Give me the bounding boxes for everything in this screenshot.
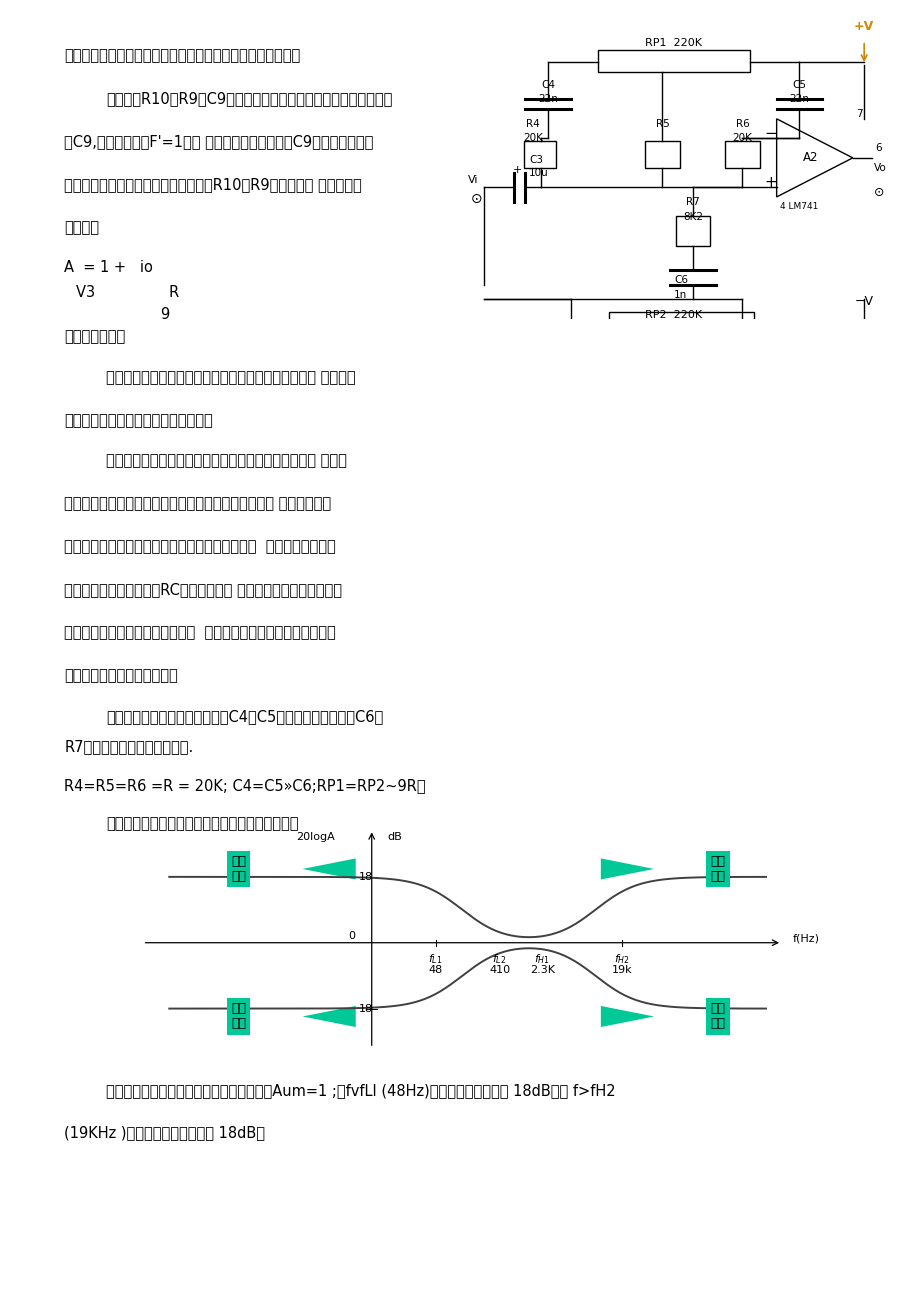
- Text: 18: 18: [358, 872, 372, 881]
- Text: 变，从而达到对音调的控制。: 变，从而达到对音调的控制。: [64, 668, 178, 684]
- Text: $f_{L2}$: $f_{L2}$: [492, 952, 506, 966]
- Text: 低音
提升: 低音 提升: [231, 855, 245, 883]
- Text: 19k: 19k: [611, 965, 631, 975]
- Text: RP1  220K: RP1 220K: [645, 38, 701, 48]
- Text: 低音
降低: 低音 降低: [231, 1003, 245, 1030]
- Text: 6: 6: [875, 143, 881, 154]
- Text: 电路两类。衰减式音调控制电路的调节范围宽，但容易 产生失真；反: 电路两类。衰减式音调控制电路的调节范围宽，但容易 产生失真；反: [64, 496, 331, 512]
- Text: C4: C4: [540, 79, 555, 90]
- Text: C5: C5: [791, 79, 806, 90]
- Text: (19KHz )时高音控制范围也为士 18dB。: (19KHz )时高音控制范围也为士 18dB。: [64, 1125, 265, 1141]
- Text: 反馈型音调控制电路如图所示。C4、C5在高频区视为短路；C6、: 反馈型音调控制电路如图所示。C4、C5在高频区视为短路；C6、: [106, 710, 382, 725]
- Text: 22n: 22n: [538, 95, 558, 104]
- Text: 补扬声器等因素造成的频率响应不足。: 补扬声器等因素造成的频率响应不足。: [64, 413, 213, 428]
- Text: $f_{L1}$: $f_{L1}$: [428, 952, 442, 966]
- Text: A2: A2: [802, 151, 818, 164]
- Text: ⊙: ⊙: [470, 193, 482, 207]
- Text: Vo: Vo: [873, 163, 886, 173]
- Text: R5: R5: [655, 118, 669, 129]
- Text: 0: 0: [348, 931, 356, 941]
- Text: Vi: Vi: [468, 174, 479, 185]
- Text: 22n: 22n: [789, 95, 809, 104]
- Text: −: −: [764, 126, 777, 141]
- Text: dB: dB: [387, 832, 402, 842]
- Text: 48: 48: [428, 965, 442, 975]
- Text: C6: C6: [673, 275, 687, 285]
- Text: 负反馈网络和输入网络造成放大器  闭环放大倍数随信号频率不同而改: 负反馈网络和输入网络造成放大器 闭环放大倍数随信号频率不同而改: [64, 625, 335, 641]
- Polygon shape: [600, 1006, 653, 1027]
- Bar: [597, 51, 749, 73]
- Text: 馈式音调控制电路的调节范围小一些，但失真小，  应用较广。实验电: 馈式音调控制电路的调节范围小一些，但失真小， 应用较广。实验电: [64, 539, 335, 555]
- Text: 入C9,直流反馈系数F'=1。对 于交流信号而言，因为C9足够大，在通频: 入C9,直流反馈系数F'=1。对 于交流信号而言，因为C9足够大，在通频: [64, 134, 373, 150]
- Text: 10u: 10u: [528, 168, 549, 177]
- Text: 由图可见，音调控制级的中频电压放大倍数Aum=1 ;当fvfLI (48Hz)时低音控制范围为士 18dB，当 f>fH2: 由图可见，音调控制级的中频电压放大倍数Aum=1 ;当fvfLI (48Hz)时…: [106, 1083, 615, 1099]
- Bar: [675, 216, 709, 246]
- Bar: [523, 141, 555, 168]
- Bar: [608, 311, 753, 333]
- Text: 压增益为: 压增益为: [64, 220, 99, 236]
- Text: A  = 1 +   io: A = 1 + io: [64, 260, 153, 276]
- Text: +V: +V: [853, 21, 873, 34]
- Bar: [724, 141, 759, 168]
- Bar: [644, 141, 679, 168]
- Text: R4: R4: [526, 118, 539, 129]
- Text: −V: −V: [854, 296, 873, 309]
- Text: R6: R6: [734, 118, 748, 129]
- Text: 20K: 20K: [732, 133, 752, 143]
- Text: RP2  220K: RP2 220K: [644, 310, 702, 320]
- Text: +: +: [513, 165, 522, 174]
- Polygon shape: [776, 118, 852, 197]
- Polygon shape: [302, 858, 356, 879]
- Text: C3: C3: [528, 155, 543, 165]
- Text: 图中通过R10、R9、C9引入了深度交直流电压串联负反馈。由于接: 图中通过R10、R9、C9引入了深度交直流电压串联负反馈。由于接: [106, 91, 391, 107]
- Text: 高音
衰减: 高音 衰减: [709, 1003, 725, 1030]
- Text: 410: 410: [489, 965, 510, 975]
- Text: $f_{H1}$: $f_{H1}$: [534, 952, 550, 966]
- Polygon shape: [302, 1006, 356, 1027]
- Text: 7: 7: [856, 109, 862, 118]
- Text: 9: 9: [160, 307, 169, 323]
- Text: 高音
提升: 高音 提升: [709, 855, 725, 883]
- Text: 2.3K: 2.3K: [529, 965, 554, 975]
- Text: 音调控制放大器的作用是实现对低音和高音的提升和衰 减，以弥: 音调控制放大器的作用是实现对低音和高音的提升和衰 减，以弥: [106, 370, 355, 385]
- Text: 20logA: 20logA: [295, 832, 335, 842]
- Text: R7: R7: [686, 197, 699, 207]
- Text: 扬声器的电感性负载补偿接近纯电阻性，避免自激和过电压。: 扬声器的电感性负载补偿接近纯电阻性，避免自激和过电压。: [64, 48, 301, 64]
- Text: R4=R5=R6 =R = 20K; C4=C5»C6;RP1=RP2~9R。: R4=R5=R6 =R = 20K; C4=C5»C6;RP1=RP2~9R。: [64, 779, 425, 794]
- Text: 路采用由阻容网络组成的RC型负反馈音调 控制电路。它是通过不同的: 路采用由阻容网络组成的RC型负反馈音调 控制电路。它是通过不同的: [64, 582, 342, 598]
- Text: 音频控制电路：: 音频控制电路：: [64, 329, 126, 345]
- Text: +: +: [764, 174, 777, 190]
- Text: 18: 18: [358, 1004, 372, 1013]
- Text: 4 LM741: 4 LM741: [779, 202, 818, 211]
- Text: ⊙: ⊙: [873, 186, 883, 198]
- Text: 通过理论计算可得其幅频特性曲线，如下图所示。: 通过理论计算可得其幅频特性曲线，如下图所示。: [106, 816, 298, 832]
- Text: 20K: 20K: [523, 133, 542, 143]
- Text: 8K2: 8K2: [682, 212, 702, 221]
- Polygon shape: [600, 858, 653, 879]
- Text: 带内可视为短路，所以交流反馈系数由R10、R9确定。因而 该电路的电: 带内可视为短路，所以交流反馈系数由R10、R9确定。因而 该电路的电: [64, 177, 362, 193]
- Text: 1n: 1n: [673, 290, 686, 299]
- Text: $f_{H2}$: $f_{H2}$: [614, 952, 630, 966]
- Text: R7支路在低频区视为开路图中.: R7支路在低频区视为开路图中.: [64, 740, 193, 755]
- Text: f(Hz): f(Hz): [792, 934, 819, 944]
- Text: V3                R: V3 R: [76, 285, 179, 301]
- Text: 常用的音调控制电路有衰减式音调控制电路和反馈式音 调控制: 常用的音调控制电路有衰减式音调控制电路和反馈式音 调控制: [106, 453, 346, 469]
